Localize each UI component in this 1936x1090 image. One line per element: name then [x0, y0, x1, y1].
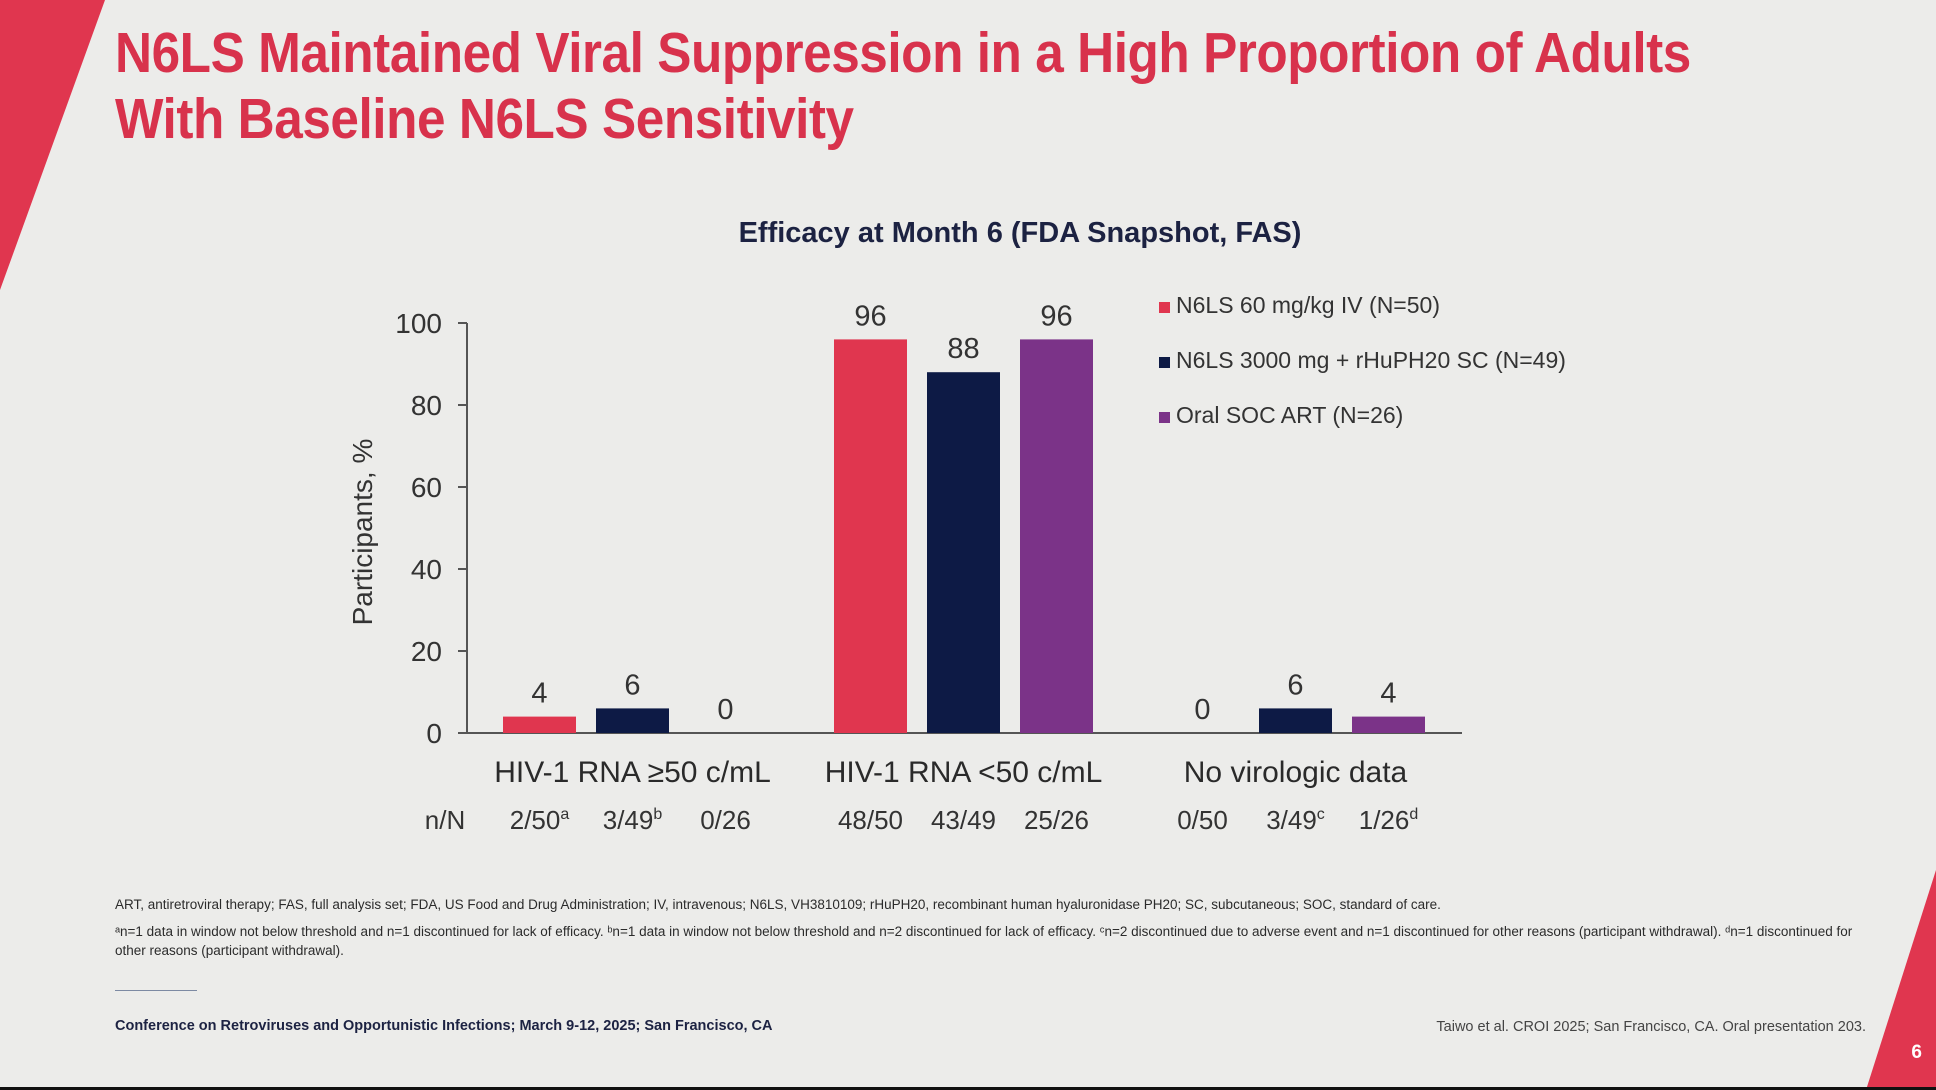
legend-swatch	[1159, 357, 1170, 368]
y-axis-ticks: 0 20 40 60 80 100	[395, 308, 467, 749]
bar-value-label: 96	[854, 300, 886, 332]
x-category-label: HIV-1 RNA <50 c/mL	[825, 756, 1103, 789]
bar-value-label: 96	[1040, 300, 1072, 332]
x-category-label: No virologic data	[1184, 756, 1408, 789]
nn-value: 3/49c	[1266, 805, 1325, 835]
nn-value: 2/50a	[510, 805, 570, 835]
bar	[1352, 716, 1425, 733]
bottom-border	[0, 1087, 1936, 1090]
nn-value: 25/26	[1024, 805, 1089, 835]
nn-value: 48/50	[838, 805, 903, 835]
nn-value: 3/49b	[603, 805, 663, 835]
page-title-line-1: N6LS Maintained Viral Suppression in a H…	[115, 21, 1691, 85]
decorative-wedge-top-left	[0, 0, 105, 290]
footnote-abbreviations: ART, antiretroviral therapy; FAS, full a…	[115, 895, 1885, 914]
footnote-divider	[115, 990, 197, 991]
nn-row: n/N 2/50a 3/49b 0/26 48/50 43/49 25/26 0/50 3/49…	[425, 805, 1418, 835]
nn-value: 1/26d	[1359, 805, 1419, 835]
x-category-label: HIV-1 RNA ≥50 c/mL	[494, 756, 771, 789]
y-tick-label: 40	[411, 554, 442, 585]
legend-label: N6LS 60 mg/kg IV (N=50)	[1176, 292, 1440, 318]
nn-value: 43/49	[931, 805, 996, 835]
bar-value-label: 4	[531, 678, 547, 710]
footnote-notes: ᵃn=1 data in window not below threshold …	[115, 922, 1885, 960]
footer-citation: Taiwo et al. CROI 2025; San Francisco, C…	[1436, 1019, 1866, 1035]
page-title-line-2: With Baseline N6LS Sensitivity	[115, 87, 854, 151]
bar-value-label: 88	[947, 333, 979, 365]
efficacy-bar-chart: Efficacy at Month 6 (FDA Snapshot, FAS) …	[347, 217, 1566, 835]
y-tick-label: 60	[411, 472, 442, 503]
footnote-notes-text: ᵃn=1 data in window not below threshold …	[115, 924, 1853, 958]
bar-value-label: 0	[1194, 694, 1210, 726]
nn-value: 0/26	[700, 805, 751, 835]
chart-title: Efficacy at Month 6 (FDA Snapshot, FAS)	[739, 217, 1302, 249]
y-tick-label: 80	[411, 390, 442, 421]
legend-swatch	[1159, 412, 1170, 423]
nn-value: 0/50	[1177, 805, 1228, 835]
bar-value-label: 4	[1380, 678, 1396, 710]
y-tick-label: 100	[395, 308, 442, 339]
bar	[927, 372, 1000, 733]
bar	[1259, 708, 1332, 733]
y-axis-label: Participants, %	[347, 439, 378, 626]
legend-swatch	[1159, 302, 1170, 313]
bar	[596, 708, 669, 733]
bar	[503, 716, 576, 733]
bar-value-label: 0	[717, 694, 733, 726]
bar-value-label: 6	[1287, 669, 1303, 701]
y-tick-label: 20	[411, 636, 442, 667]
bar	[1020, 339, 1093, 733]
legend-label: Oral SOC ART (N=26)	[1176, 402, 1403, 428]
footnote-abbreviations-text: ART, antiretroviral therapy; FAS, full a…	[115, 897, 1441, 912]
bar	[834, 339, 907, 733]
nn-row-label: n/N	[425, 805, 465, 835]
y-tick-label: 0	[426, 718, 442, 749]
page-number: 6	[1911, 1042, 1922, 1063]
chart-legend: N6LS 60 mg/kg IV (N=50) N6LS 3000 mg + rH…	[1159, 292, 1566, 428]
x-axis-labels: HIV-1 RNA ≥50 c/mL HIV-1 RNA <50 c/mL No v…	[494, 756, 1407, 789]
bars-layer: 4 96 0 6 88 6 0 96 4	[503, 300, 1425, 733]
legend-label: N6LS 3000 mg + rHuPH20 SC (N=49)	[1176, 347, 1566, 373]
footer-conference: Conference on Retroviruses and Opportuni…	[115, 1018, 773, 1034]
page-title: N6LS Maintained Viral Suppression in a H…	[115, 20, 1691, 152]
bar-value-label: 6	[624, 669, 640, 701]
decorative-wedge-bottom-right	[1866, 870, 1936, 1090]
